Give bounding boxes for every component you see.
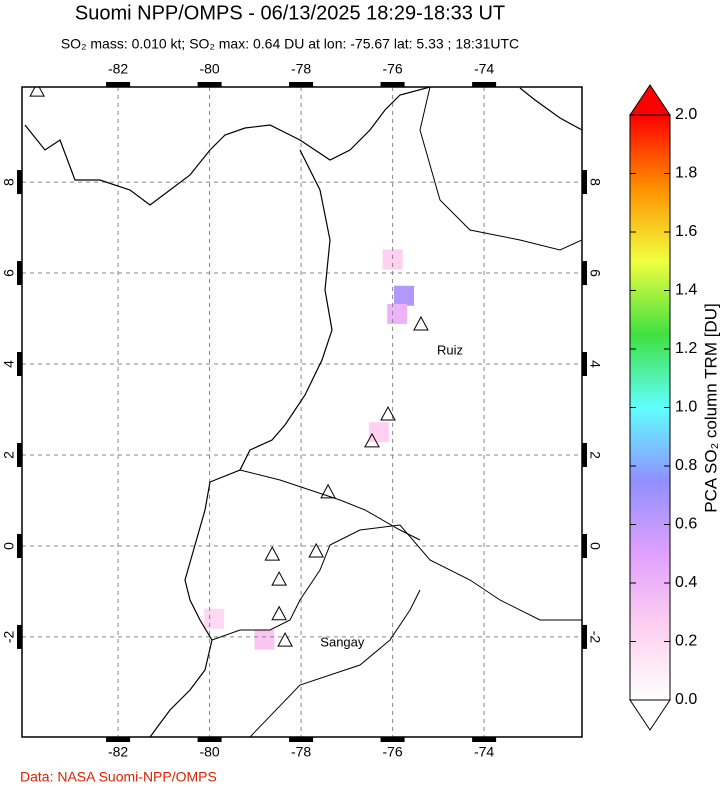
colorbar-tick-label: 0.6 (675, 516, 697, 533)
so2-pixels (204, 249, 415, 650)
so2-pixel (394, 285, 415, 306)
y-tick-label: 8 (1, 178, 17, 186)
x-tick-mark (289, 82, 314, 87)
colorbar-tick-label: 1.0 (675, 399, 697, 416)
credit: Data: NASA Suomi-NPP/OMPS (20, 769, 217, 785)
volcano-marker (277, 632, 293, 647)
volcano-marker (264, 546, 281, 561)
x-tick-mark (197, 737, 222, 742)
y-tick-mark (582, 261, 587, 286)
so2-pixel (204, 608, 225, 629)
volcano-label: Ruiz (437, 342, 463, 357)
y-tick-label: 6 (1, 269, 17, 277)
x-tick-mark (106, 82, 131, 87)
colorbar-bar (629, 114, 671, 701)
coastline (149, 149, 333, 737)
x-tick-mark (289, 737, 314, 742)
volcano-marker (320, 483, 336, 499)
volcano-label: Sangay (320, 634, 365, 649)
colorbar-label: PCA SO₂ column TRM [DU] (701, 303, 720, 512)
y-tick-label: 6 (587, 269, 603, 277)
volcano-marker (380, 405, 396, 421)
colorbar-tick-label: 0.0 (675, 691, 697, 708)
y-tick-mark (582, 170, 587, 195)
x-tick-label: -80 (199, 744, 219, 760)
y-tick-label: 4 (1, 360, 17, 368)
y-tick-label: 2 (587, 451, 603, 459)
y-tick-mark (582, 533, 587, 558)
volcano-marker (364, 432, 380, 448)
x-tick-mark (380, 82, 405, 87)
x-tick-label: -78 (291, 744, 311, 760)
x-tick-mark (472, 82, 497, 87)
x-tick-mark (197, 82, 222, 87)
title: Suomi NPP/OMPS - 06/13/2025 18:29-18:33 … (75, 2, 505, 24)
colorbar-extend-top (629, 84, 671, 116)
x-tick-mark (472, 737, 497, 742)
coastlines (24, 87, 582, 737)
y-tick-mark (17, 442, 22, 467)
colorbar-tick-label: 1.8 (675, 165, 697, 182)
colorbar-tick-label: 2.0 (675, 106, 697, 123)
colorbar-tick-label: 1.6 (675, 223, 697, 240)
map-frame (21, 86, 583, 738)
x-tick-mark (106, 737, 131, 742)
volcano-marker (29, 87, 45, 97)
so2-pixel (254, 629, 275, 650)
y-tick-label: 0 (587, 542, 603, 550)
x-tick-mark (380, 737, 405, 742)
so2-pixel (368, 422, 389, 443)
volcano-marker (271, 605, 287, 621)
x-tick-label: -82 (108, 61, 128, 77)
y-tick-label: 0 (1, 542, 17, 550)
axes: -82 -82 -80 -80 -78 -78 -76 -76 -74 -74 -2 -2 0 0 2 2 4 4… (1, 61, 604, 760)
y-tick-mark (17, 261, 22, 286)
y-tick-label: -2 (1, 630, 17, 643)
colorbar-extend-bottom (629, 699, 671, 731)
so2-pixel (382, 249, 403, 270)
y-tick-mark (17, 624, 22, 649)
borders (211, 87, 582, 737)
grid (22, 87, 582, 737)
y-tick-mark (17, 170, 22, 195)
y-tick-mark (17, 352, 22, 377)
x-tick-label: -78 (291, 61, 311, 77)
colorbar-tick-label: 0.4 (675, 574, 697, 591)
colorbar-tick-label: 0.8 (675, 457, 697, 474)
colorbar-tick-label: 1.2 (675, 340, 697, 357)
y-tick-label: -2 (587, 631, 603, 644)
colorbar-tick-label: 1.4 (675, 282, 697, 299)
y-tick-label: 8 (587, 178, 603, 186)
y-tick-mark (17, 533, 22, 558)
colorbar-tick-label: 0.2 (675, 633, 697, 650)
border (239, 469, 421, 541)
coastline (24, 87, 431, 206)
volcano-marker (271, 571, 287, 586)
border (249, 589, 421, 737)
colorbar: 0.0 0.2 0.4 0.6 0.8 1.0 1.2 1.4 1.6 1.8 2.0 (629, 84, 697, 731)
border (211, 524, 582, 641)
y-tick-mark (582, 624, 587, 649)
x-tick-label: -76 (382, 61, 402, 77)
x-tick-label: -74 (474, 744, 494, 760)
x-tick-label: -74 (474, 61, 494, 77)
volcano-marker (308, 542, 325, 558)
coastline (519, 87, 582, 131)
so2-pixel (387, 303, 408, 324)
y-tick-mark (582, 442, 587, 467)
y-tick-label: 2 (1, 451, 17, 459)
x-tick-label: -80 (199, 61, 219, 77)
volcanoes: Ruiz Sangay (29, 87, 463, 649)
x-tick-label: -82 (108, 744, 128, 760)
border (419, 87, 582, 251)
x-tick-label: -76 (382, 744, 402, 760)
subtitle: SO₂ mass: 0.010 kt; SO₂ max: 0.64 DU at … (61, 36, 519, 52)
map-area: Ruiz Sangay (22, 87, 582, 737)
y-tick-label: 4 (587, 360, 603, 368)
y-tick-mark (582, 352, 587, 377)
volcano-marker (413, 315, 429, 331)
